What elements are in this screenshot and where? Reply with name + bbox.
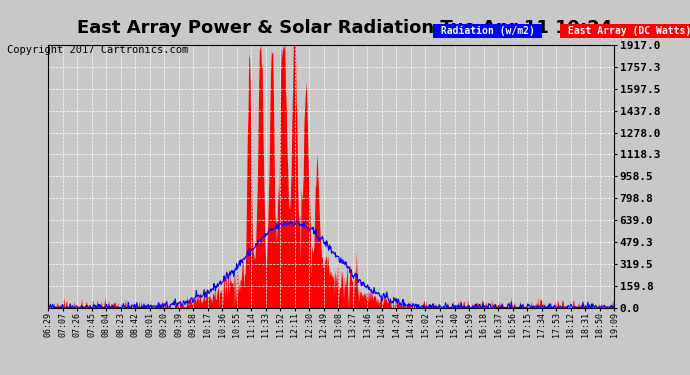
Text: East Array Power & Solar Radiation Tue Apr 11 19:24: East Array Power & Solar Radiation Tue A… bbox=[77, 19, 613, 37]
Text: Radiation (w/m2): Radiation (w/m2) bbox=[435, 26, 540, 36]
Text: East Array (DC Watts): East Array (DC Watts) bbox=[562, 26, 690, 36]
Text: Copyright 2017 Cartronics.com: Copyright 2017 Cartronics.com bbox=[7, 45, 188, 55]
